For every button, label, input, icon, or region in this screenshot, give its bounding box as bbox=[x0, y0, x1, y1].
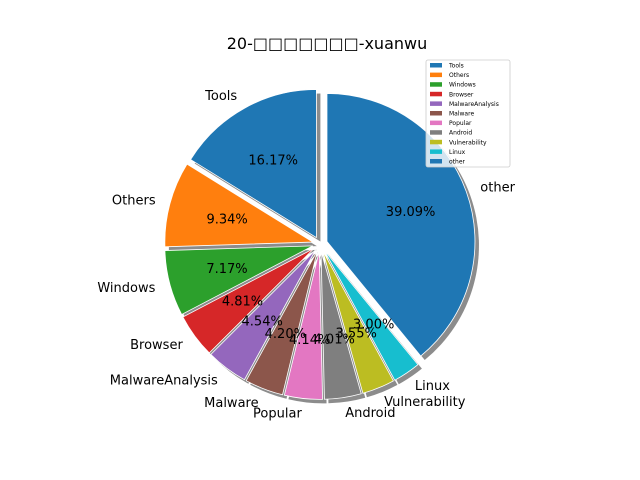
legend-swatch-vulnerability bbox=[430, 139, 442, 145]
legend-swatch-android bbox=[430, 130, 442, 135]
chart-title: 20-□□□□□□□-xuanwu bbox=[227, 34, 428, 53]
legend-label-vulnerability: Vulnerability bbox=[449, 139, 487, 146]
slice-browser bbox=[182, 248, 315, 354]
legend-frame bbox=[425, 59, 511, 168]
percentage-label-malware: 4.20% bbox=[265, 327, 306, 342]
category-labels: Tools Others Windows Browser MalwareAnalysis… bbox=[97, 89, 515, 422]
percentage-label-browser: 4.81% bbox=[222, 294, 263, 309]
slice-popular bbox=[283, 251, 323, 400]
category-label-popular: Popular bbox=[253, 407, 302, 422]
slice-linux bbox=[323, 249, 419, 381]
percentage-label-malwareanalysis: 4.54% bbox=[242, 314, 283, 329]
category-label-windows: Windows bbox=[97, 281, 155, 296]
percentage-label-popular: 4.14% bbox=[289, 333, 330, 348]
percentage-label-linux: 3.00% bbox=[353, 317, 394, 332]
legend-label-others: Others bbox=[449, 72, 469, 79]
legend-swatch-tools bbox=[430, 63, 442, 68]
legend-label-tools: Tools bbox=[448, 63, 464, 70]
slice-tools bbox=[190, 89, 317, 239]
legend-swatch-malwareanalysis bbox=[430, 101, 442, 106]
category-label-other: other bbox=[480, 180, 515, 195]
category-label-android: Android bbox=[345, 406, 395, 421]
legend: Tools Others Windows Browser MalwareAnalysis… bbox=[425, 59, 511, 168]
category-label-browser: Browser bbox=[130, 338, 183, 353]
category-label-others: Others bbox=[112, 194, 156, 209]
percentage-label-others: 9.34% bbox=[206, 213, 247, 228]
legend-label-malwareanalysis: MalwareAnalysis bbox=[449, 101, 499, 108]
legend-label-linux: Linux bbox=[449, 149, 466, 156]
legend-label-other: other bbox=[449, 159, 466, 166]
legend-label-windows: Windows bbox=[449, 82, 476, 89]
legend-swatch-browser bbox=[430, 91, 442, 97]
slice-malwareanalysis bbox=[210, 249, 316, 381]
percentage-labels: 16.17% 9.34% 7.17% 4.81% 4.54%4.20%4.14%4.01… bbox=[206, 153, 435, 348]
legend-label-malware: Malware bbox=[449, 111, 474, 118]
legend-swatch-malware bbox=[430, 111, 442, 116]
slice-vulnerability bbox=[322, 250, 394, 394]
category-label-tools: Tools bbox=[204, 89, 237, 104]
slice-malware bbox=[245, 250, 318, 396]
slice-others bbox=[164, 163, 315, 248]
legend-swatch-linux bbox=[430, 149, 442, 154]
category-label-linux: Linux bbox=[415, 379, 450, 394]
legend-swatch-others bbox=[430, 72, 442, 78]
percentage-label-windows: 7.17% bbox=[206, 262, 247, 277]
percentage-label-vulnerability: 3.55% bbox=[336, 327, 377, 342]
pie-slices bbox=[164, 89, 476, 400]
category-label-malwareanalysis: MalwareAnalysis bbox=[110, 374, 218, 389]
category-label-vulnerability: Vulnerability bbox=[384, 395, 466, 410]
legend-swatch-popular bbox=[430, 120, 442, 126]
percentage-label-android: 4.01% bbox=[314, 333, 355, 348]
legend-swatch-windows bbox=[430, 82, 442, 87]
legend-swatch-other bbox=[430, 159, 442, 164]
category-label-malware: Malware bbox=[204, 396, 258, 411]
legend-label-android: Android bbox=[449, 130, 472, 137]
legend-label-popular: Popular bbox=[449, 120, 472, 127]
slice-windows bbox=[164, 245, 314, 316]
slice-android bbox=[320, 251, 362, 400]
legend-label-browser: Browser bbox=[449, 91, 474, 98]
percentage-label-tools: 16.17% bbox=[248, 153, 298, 168]
percentage-label-other: 39.09% bbox=[386, 205, 436, 220]
